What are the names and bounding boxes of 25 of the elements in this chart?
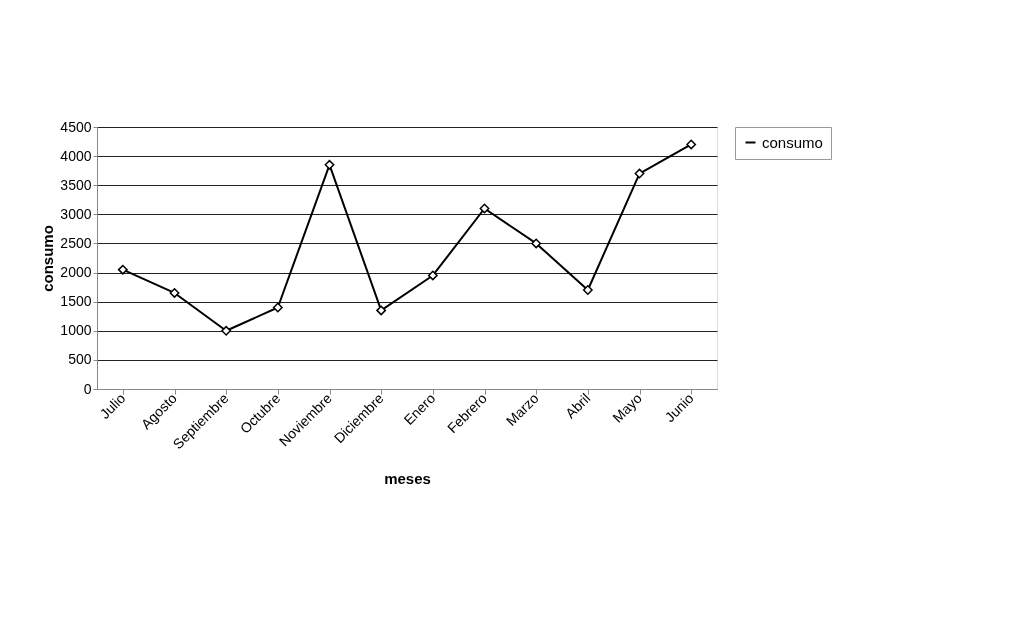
point (324, 159, 335, 170)
y-tick-label: 1000 (60, 322, 92, 339)
point (376, 305, 387, 316)
point (479, 203, 490, 214)
y-tick-label: 2000 (60, 264, 92, 281)
point (117, 264, 128, 275)
y-tick-label: 4000 (60, 147, 92, 164)
point (582, 285, 593, 295)
legend-label: consumo (762, 133, 823, 151)
point (169, 288, 180, 298)
y-tick-label: 500 (68, 351, 92, 368)
y-tick-label: 1500 (60, 293, 92, 310)
y-tick-label: 4500 (60, 118, 92, 135)
point (427, 270, 438, 281)
point (686, 139, 697, 150)
y-tick-label: 2500 (60, 234, 92, 251)
point (272, 302, 283, 313)
y-tick-label: 0 (83, 380, 92, 397)
y-axis-title: consumo (39, 225, 57, 292)
point (634, 168, 645, 179)
y-tick-label: 3000 (60, 205, 92, 222)
point (531, 238, 542, 249)
point (221, 325, 232, 336)
y-tick-label: 3500 (60, 176, 92, 193)
x-axis-title: meses (384, 470, 431, 488)
